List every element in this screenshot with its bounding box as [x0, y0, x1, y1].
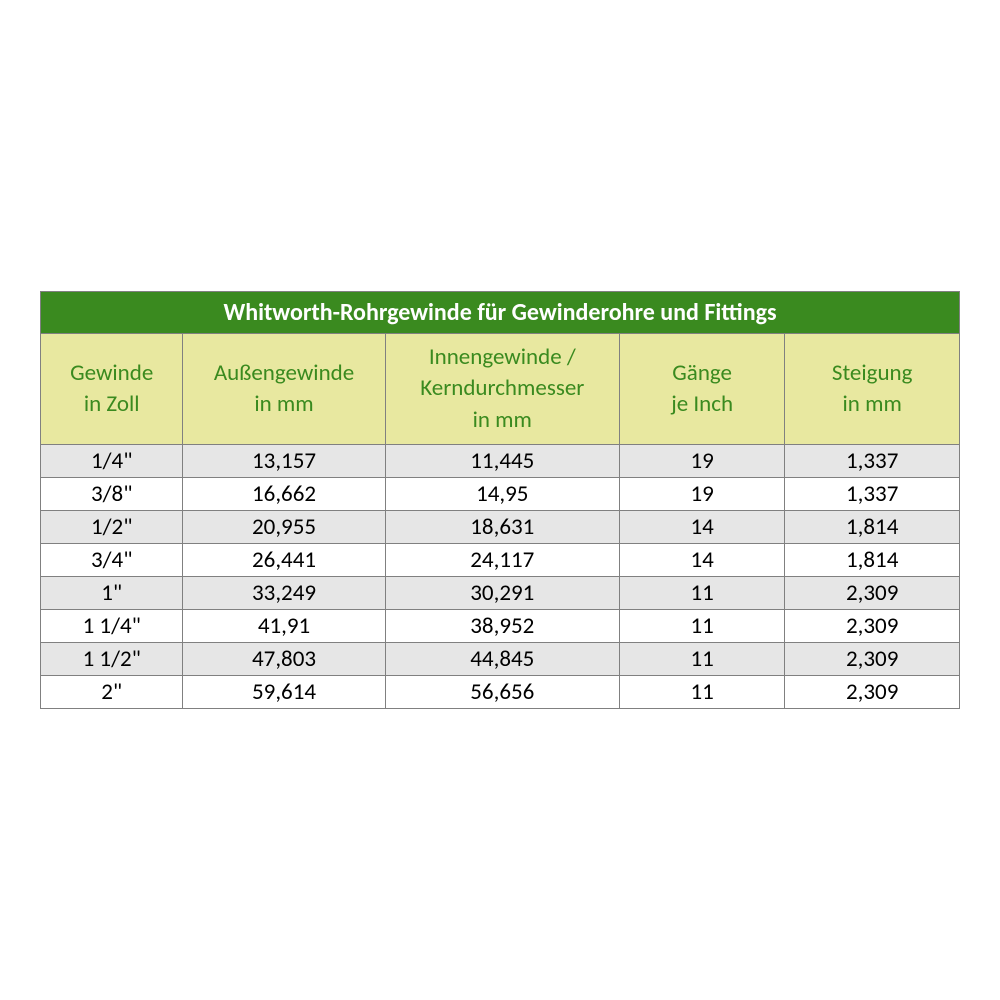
table-header-row: Gewindein Zoll Außengewindein mm Innenge… — [41, 334, 960, 444]
table-cell: 19 — [619, 444, 784, 477]
table-cell: 14 — [619, 510, 784, 543]
table-cell: 2,309 — [785, 642, 960, 675]
table-cell: 14 — [619, 543, 784, 576]
table-cell: 44,845 — [385, 642, 619, 675]
table-row: 3/8"16,66214,95191,337 — [41, 477, 960, 510]
table-cell: 1,814 — [785, 543, 960, 576]
table-cell: 1,337 — [785, 444, 960, 477]
table-cell: 11 — [619, 675, 784, 708]
table-cell: 2,309 — [785, 576, 960, 609]
table-cell: 1/2" — [41, 510, 183, 543]
table-row: 1/4"13,15711,445191,337 — [41, 444, 960, 477]
table-row: 1 1/4"41,9138,952112,309 — [41, 609, 960, 642]
col-header-steigung: Steigungin mm — [785, 334, 960, 444]
table-cell: 1 1/4" — [41, 609, 183, 642]
table-row: 1"33,24930,291112,309 — [41, 576, 960, 609]
table-cell: 3/4" — [41, 543, 183, 576]
table-row: 1 1/2"47,80344,845112,309 — [41, 642, 960, 675]
table-title: Whitworth-Rohrgewinde für Gewinderohre u… — [41, 292, 960, 334]
table-cell: 1,337 — [785, 477, 960, 510]
table-cell: 11 — [619, 642, 784, 675]
table-cell: 2,309 — [785, 675, 960, 708]
table-cell: 59,614 — [183, 675, 385, 708]
table-cell: 2" — [41, 675, 183, 708]
table-cell: 24,117 — [385, 543, 619, 576]
table-row: 2"59,61456,656112,309 — [41, 675, 960, 708]
table-cell: 1,814 — [785, 510, 960, 543]
table-cell: 2,309 — [785, 609, 960, 642]
table-cell: 3/8" — [41, 477, 183, 510]
table-body: 1/4"13,15711,445191,3373/8"16,66214,9519… — [41, 444, 960, 708]
table-title-row: Whitworth-Rohrgewinde für Gewinderohre u… — [41, 292, 960, 334]
table-row: 3/4"26,44124,117141,814 — [41, 543, 960, 576]
thread-table-container: Whitworth-Rohrgewinde für Gewinderohre u… — [40, 291, 960, 708]
col-header-aussengewinde: Außengewindein mm — [183, 334, 385, 444]
table-cell: 1/4" — [41, 444, 183, 477]
table-cell: 11 — [619, 609, 784, 642]
table-cell: 1" — [41, 576, 183, 609]
table-cell: 20,955 — [183, 510, 385, 543]
table-cell: 56,656 — [385, 675, 619, 708]
table-cell: 1 1/2" — [41, 642, 183, 675]
table-cell: 13,157 — [183, 444, 385, 477]
table-cell: 14,95 — [385, 477, 619, 510]
table-cell: 30,291 — [385, 576, 619, 609]
table-cell: 16,662 — [183, 477, 385, 510]
table-cell: 26,441 — [183, 543, 385, 576]
table-row: 1/2"20,95518,631141,814 — [41, 510, 960, 543]
table-cell: 19 — [619, 477, 784, 510]
table-cell: 11,445 — [385, 444, 619, 477]
table-cell: 11 — [619, 576, 784, 609]
table-cell: 41,91 — [183, 609, 385, 642]
table-cell: 47,803 — [183, 642, 385, 675]
col-header-gewinde: Gewindein Zoll — [41, 334, 183, 444]
thread-table: Whitworth-Rohrgewinde für Gewinderohre u… — [40, 291, 960, 708]
table-cell: 18,631 — [385, 510, 619, 543]
table-cell: 38,952 — [385, 609, 619, 642]
col-header-gaenge: Gängeje Inch — [619, 334, 784, 444]
table-cell: 33,249 — [183, 576, 385, 609]
col-header-innengewinde: Innengewinde /Kerndurchmesserin mm — [385, 334, 619, 444]
